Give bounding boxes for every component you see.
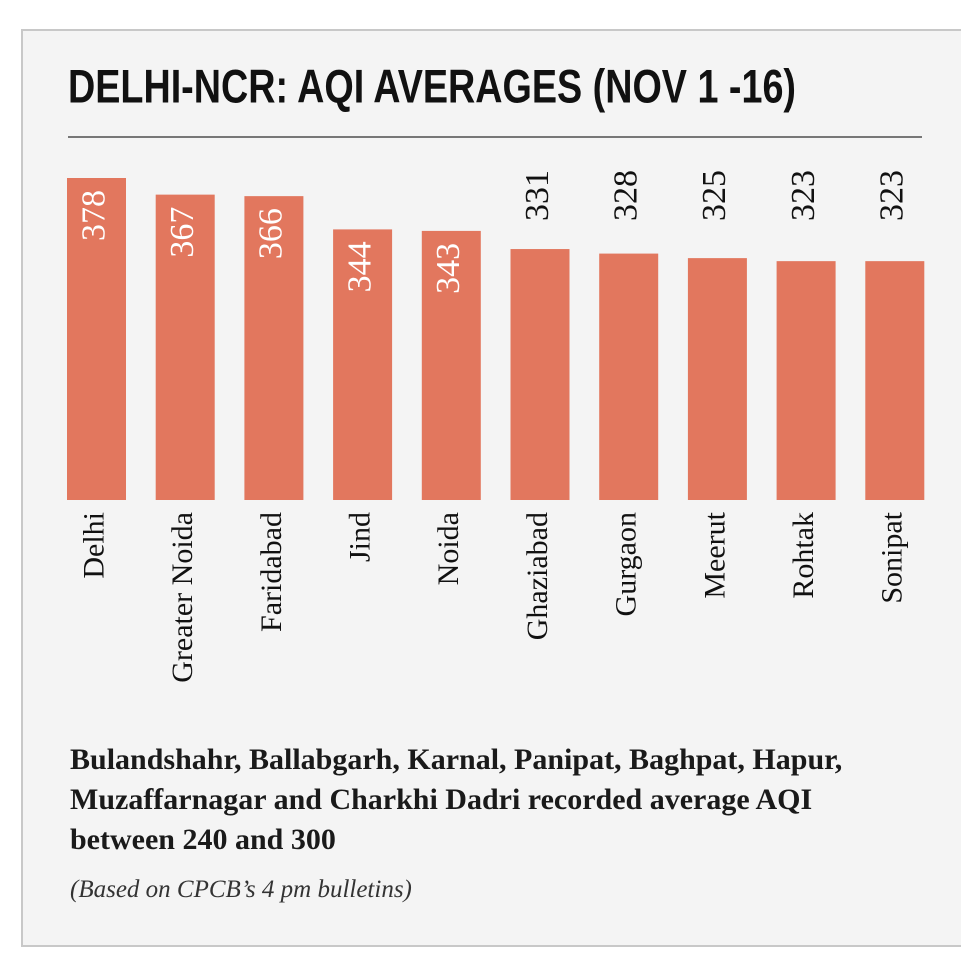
value-label: 344: [341, 241, 378, 292]
bar: [865, 261, 925, 500]
x-tick-label: Meerut: [698, 511, 731, 598]
note: Bulandshahr, Ballabgarh, Karnal, Panipat…: [70, 743, 843, 856]
value-label: 323: [874, 170, 911, 221]
bar: [67, 178, 126, 500]
value-label: 366: [253, 208, 290, 259]
source: (Based on CPCB’s 4 pm bulletins): [70, 876, 412, 903]
x-tick-label: Delhi: [77, 512, 110, 579]
bar: [244, 196, 304, 500]
value-label: 367: [164, 207, 201, 258]
bar: [510, 249, 570, 500]
x-tick-label: Ghaziabad: [521, 512, 554, 640]
value-label: 323: [785, 170, 822, 221]
bar: [421, 230, 481, 500]
x-tick-label: Greater Noida: [166, 512, 199, 683]
value-label: 325: [696, 170, 733, 221]
bar: [333, 229, 393, 501]
chart-title: DELHI-NCR: AQI AVERAGES (NOV 1 -16): [68, 59, 796, 112]
value-label: 343: [430, 243, 467, 294]
bar: [776, 261, 836, 500]
value-label: 378: [75, 190, 112, 241]
value-label: 328: [607, 170, 644, 221]
bar: [599, 253, 659, 500]
x-tick-label: Jind: [343, 512, 376, 562]
bar: [687, 258, 747, 500]
x-tick-label: Sonipat: [876, 511, 909, 603]
bar: [155, 194, 215, 501]
x-tick-label: Rohtak: [787, 512, 820, 599]
value-label: 331: [519, 170, 556, 221]
x-tick-label: Gurgaon: [610, 512, 643, 616]
x-tick-label: Noida: [432, 512, 465, 585]
x-tick-label: Faridabad: [255, 512, 288, 632]
